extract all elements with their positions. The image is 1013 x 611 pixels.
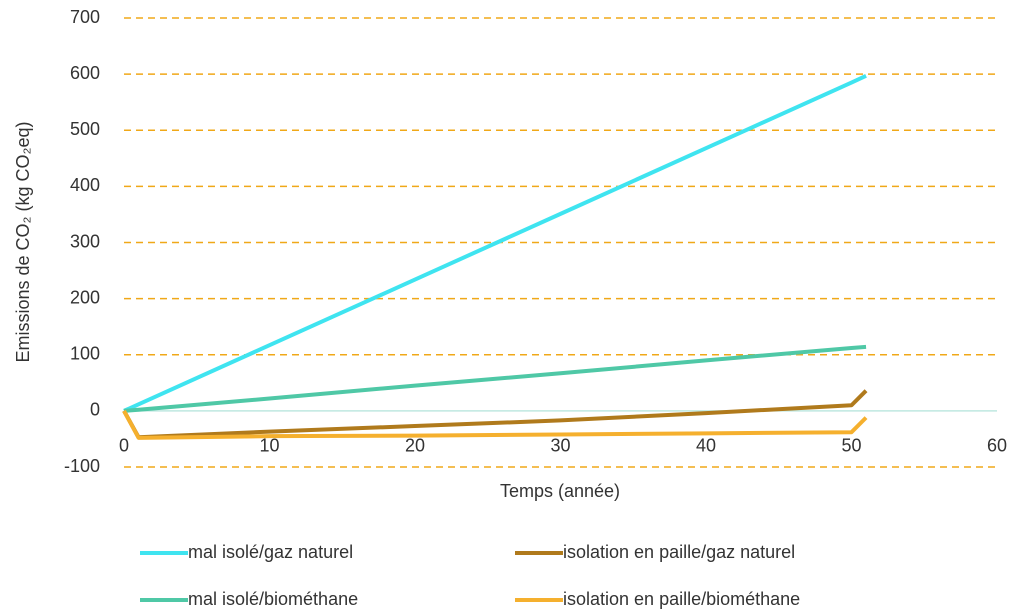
x-tick-label: 40 — [696, 436, 716, 456]
y-tick-label: 400 — [70, 175, 100, 195]
y-tick-label: 600 — [70, 63, 100, 83]
legend-label: isolation en paille/gaz naturel — [563, 542, 795, 562]
legend-label: mal isolé/biométhane — [188, 589, 358, 609]
y-tick-label: 200 — [70, 287, 100, 307]
x-tick-label: 60 — [987, 436, 1007, 456]
x-tick-label: 0 — [119, 436, 129, 456]
y-tick-label: 700 — [70, 7, 100, 27]
y-tick-label: 500 — [70, 119, 100, 139]
y-axis-label: Emissions de CO₂ (kg CO₂eq) — [13, 121, 33, 362]
legend-label: mal isolé/gaz naturel — [188, 542, 353, 562]
x-tick-label: 30 — [550, 436, 570, 456]
x-tick-label: 20 — [405, 436, 425, 456]
x-tick-label: 10 — [259, 436, 279, 456]
y-tick-label: 300 — [70, 231, 100, 251]
series-line — [122, 389, 868, 440]
x-axis-label: Temps (année) — [500, 481, 620, 501]
series-line — [122, 409, 868, 440]
series-line — [123, 73, 867, 413]
x-tick-label: 50 — [841, 436, 861, 456]
legend-label: isolation en paille/biométhane — [563, 589, 800, 609]
y-tick-label: 0 — [90, 400, 100, 420]
series-line — [123, 344, 867, 413]
y-tick-label: 100 — [70, 344, 100, 364]
y-tick-label: -100 — [64, 456, 100, 476]
